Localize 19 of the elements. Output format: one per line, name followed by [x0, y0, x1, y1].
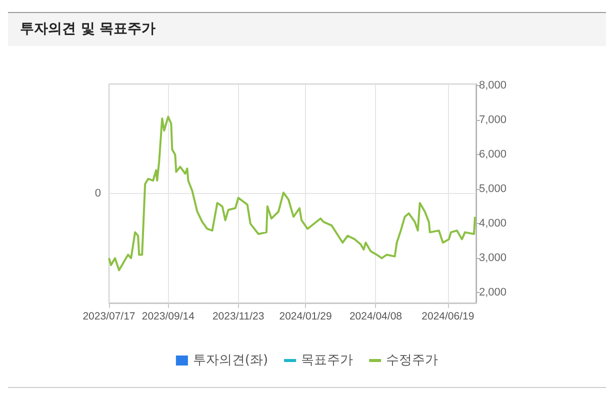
y2-tick-label: 7,000 — [479, 114, 507, 126]
legend-label: 목표주가 — [301, 353, 354, 368]
y2-tick-label: 2,000 — [479, 286, 507, 299]
y2-tick-label: 5,000 — [479, 183, 507, 196]
text: 0 — [94, 188, 101, 200]
y2-tick-label: 8,000 — [479, 80, 507, 92]
legend-label: 수정주가 — [386, 353, 438, 368]
x-tick-label: 2023/09/14 — [142, 310, 195, 322]
legend-label: 투자의견(좌) — [192, 353, 268, 368]
x-tick-label: 2023/07/17 — [82, 310, 136, 322]
y2-tick-label: 6,000 — [479, 148, 507, 161]
y2-tick-label: 4,000 — [479, 218, 507, 230]
x-tick-label: 2024/04/08 — [349, 310, 402, 322]
x-tick-label: 2024/01/29 — [279, 310, 332, 322]
line-series — [108, 116, 476, 272]
chart-title: 투자의견 및 목표주가 — [8, 12, 606, 46]
y2-tick-label: 3,000 — [479, 252, 507, 264]
x-tick-label: 2023/11/23 — [212, 310, 264, 322]
x-tick-label: 2024/06/19 — [422, 310, 474, 322]
